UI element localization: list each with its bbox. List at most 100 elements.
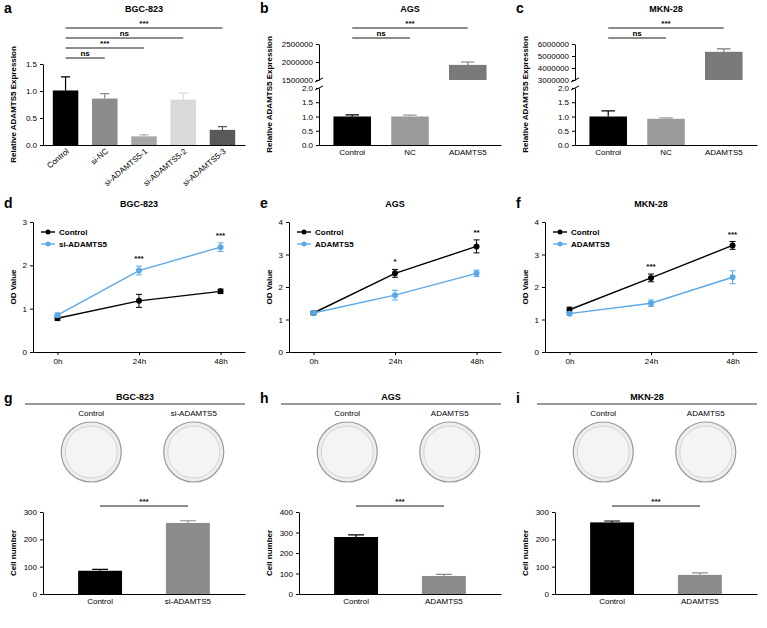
marker	[392, 292, 398, 298]
error-bar	[730, 242, 736, 250]
x-tick: 48h	[726, 352, 739, 366]
x-tick-label: 0h	[566, 357, 575, 366]
y-tick: 0	[545, 590, 555, 599]
y-axis: 0100200300	[536, 508, 556, 599]
error-bar	[100, 94, 109, 99]
series-line	[57, 291, 220, 318]
x-axis: 0h 24h 48h	[546, 352, 758, 366]
x-tick-label: ADAMTS5	[425, 597, 463, 606]
y-tick-label: 0.5	[558, 127, 570, 136]
marker	[566, 311, 572, 317]
x-axis: Controlsi-NCsi-ADAMTS5-1si-ADAMTS5-2si-A…	[44, 145, 246, 188]
x-tick-label: Control	[595, 148, 621, 157]
bar	[92, 99, 117, 145]
y-tick-mark	[316, 62, 319, 63]
bar	[391, 117, 429, 146]
significance-label: ***	[395, 497, 405, 506]
bar	[449, 65, 487, 80]
marker	[136, 268, 142, 274]
x-axis: ControlADAMTS5	[556, 594, 758, 606]
y-axis-title: OD Value	[265, 269, 274, 305]
y-tick-label: 2.0	[558, 84, 570, 93]
series-line	[569, 277, 732, 313]
bars	[53, 77, 235, 145]
legend-entry: Control	[553, 228, 599, 237]
y-tick-mark	[552, 512, 555, 513]
y-tick: 3	[279, 251, 289, 260]
y-tick-mark	[40, 91, 43, 92]
marker	[730, 242, 736, 248]
x-axis: 0h24h48h	[34, 352, 246, 366]
y-tick: 0	[289, 590, 299, 599]
y-axis: 01234	[535, 218, 546, 357]
y-tick: 4	[535, 218, 545, 227]
y-tick: 1.5	[302, 98, 319, 107]
y-axis-title: Cell number	[521, 530, 530, 576]
y-axis: 0100200300	[24, 508, 44, 599]
y-axis-title: OD Value	[9, 269, 18, 305]
y-tick-label: 3	[535, 251, 540, 260]
y-axis-line	[43, 65, 44, 146]
bar	[705, 52, 743, 80]
y-tick-label: 0	[23, 348, 28, 357]
y-tick: 0	[279, 348, 289, 357]
error-bar	[136, 294, 142, 307]
legend-entry: si-ADAMTS5	[41, 240, 108, 249]
panel: gBGC-823Controlsi-ADAMTS50100200300Cell …	[4, 390, 246, 606]
panel-letter: b	[260, 0, 269, 16]
marker	[392, 270, 398, 276]
legend: ControlADAMTS5	[297, 228, 354, 249]
y-tick-label: 2	[23, 261, 28, 270]
error-bar	[659, 117, 673, 119]
y-tick-label: 1	[535, 316, 540, 325]
error-bar	[730, 271, 736, 284]
y-tick: 300	[536, 508, 555, 517]
error-bar	[392, 290, 398, 300]
x-tick: ADAMTS5	[705, 145, 743, 157]
bar	[53, 90, 78, 145]
error-bar	[461, 62, 475, 65]
x-tick-mark	[313, 352, 314, 355]
title-underline	[25, 404, 245, 405]
error-bar	[717, 49, 731, 52]
y-axis: 0.00.51.01.52.0	[558, 84, 576, 150]
culture-plate	[573, 422, 633, 482]
error-bar	[604, 521, 620, 522]
y-tick-mark	[542, 222, 545, 223]
y-tick-mark	[316, 131, 319, 132]
x-axis: 0h24h48h	[290, 352, 502, 366]
culture-plate-rim	[321, 426, 373, 478]
error-bar	[180, 521, 196, 523]
y-tick: 3	[23, 218, 33, 227]
x-tick: si-NC	[89, 145, 110, 167]
y-tick-label: 1.5	[558, 98, 570, 107]
panel-title: AGS	[381, 392, 401, 402]
y-axis: 3000000400000050000006000000	[538, 40, 576, 85]
error-bar	[474, 240, 480, 253]
y-axis-line	[575, 89, 576, 146]
error-bar	[392, 269, 398, 277]
bars	[449, 62, 487, 80]
x-tick: ADAMTS5	[449, 145, 487, 157]
legend-marker	[558, 242, 563, 247]
y-tick: 6000000	[538, 40, 575, 49]
y-tick-label: 0	[535, 348, 540, 357]
error-bar	[601, 111, 615, 117]
error-bar	[136, 266, 142, 275]
x-tick-label: 24h	[645, 357, 658, 366]
x-tick-mark	[569, 352, 570, 355]
panel: hAGSControlADAMTS50100200300400Cell numb…	[260, 390, 502, 606]
x-tick: 48h	[214, 352, 227, 366]
y-tick-mark	[40, 567, 43, 568]
x-tick-label: si-ADAMTS5	[165, 597, 212, 606]
image-label: ADAMTS5	[687, 409, 725, 418]
x-tick-label: ADAMTS5	[449, 148, 487, 157]
y-tick: 1500000	[282, 76, 319, 85]
error-bar	[139, 135, 148, 137]
plot-area	[54, 243, 223, 321]
y-tick-mark	[40, 594, 43, 595]
significance-label: **	[473, 228, 480, 237]
y-tick: 0	[23, 348, 33, 357]
significance-label: ns	[632, 29, 642, 38]
y-tick-mark	[296, 594, 299, 595]
